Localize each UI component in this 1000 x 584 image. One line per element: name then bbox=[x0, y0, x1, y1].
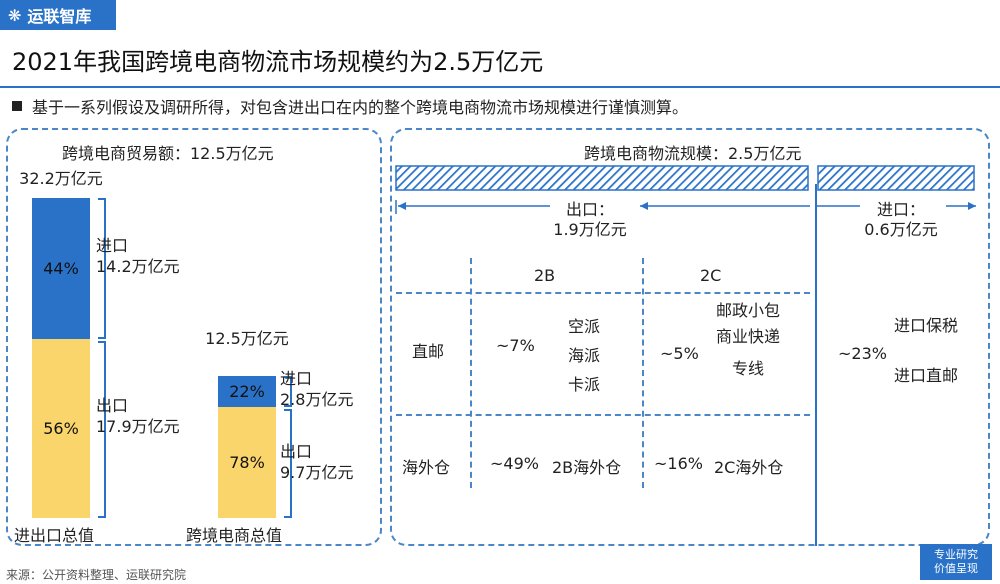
brand-logo: ❋ 运联智库 bbox=[0, 0, 116, 30]
import-mode-bonded: 进口保税 bbox=[894, 316, 959, 335]
import-value: 0.6万亿元 bbox=[864, 220, 938, 239]
trade-panel-title: 跨境电商贸易额：12.5万亿元 bbox=[62, 144, 274, 163]
grid-line-top bbox=[396, 292, 810, 294]
overseas-2b-label: 2B海外仓 bbox=[552, 458, 622, 477]
logistics-panel bbox=[390, 128, 990, 546]
overseas-2c-share: ~16% bbox=[654, 454, 703, 473]
bar-segment-export: 56% bbox=[32, 339, 90, 518]
bracket-export bbox=[284, 409, 292, 518]
export-value: 1.9万亿元 bbox=[553, 220, 627, 239]
intro-text: 基于一系列假设及调研所得，对包含进出口在内的整个跨境电商物流市场规模进行谨慎测算… bbox=[32, 98, 689, 117]
direct-2b-mode: 海派 bbox=[567, 346, 600, 365]
overseas-2c-label: 2C海外仓 bbox=[714, 458, 784, 477]
logistics-title: 跨境电商物流规模：2.5万亿元 bbox=[584, 144, 802, 163]
import-amount-label: 进口 14.2万亿元 bbox=[96, 235, 180, 276]
export-amount-label: 出口 9.7万亿元 bbox=[280, 441, 354, 482]
export-arrow-right-icon bbox=[640, 202, 648, 210]
row-label-direct: 直邮 bbox=[412, 342, 445, 361]
category-label: 跨境电商总值 bbox=[186, 526, 283, 545]
export-amount-label: 出口 17.9万亿元 bbox=[96, 395, 180, 436]
title-divider bbox=[0, 86, 1000, 88]
import-label-block: 进口： 0.6万亿元 bbox=[846, 200, 956, 240]
overseas-2b-share: ~49% bbox=[490, 454, 539, 473]
export-arrow-left-icon bbox=[398, 202, 406, 210]
import-arrow-right-icon bbox=[968, 202, 976, 210]
grid-line-middle bbox=[396, 414, 810, 416]
logistics-scale bbox=[395, 165, 976, 214]
export-label: 出口： bbox=[565, 200, 614, 219]
bar-total-label: 32.2万亿元 bbox=[19, 169, 103, 188]
direct-2c-modes: 邮政小包 商业快递 专线 bbox=[702, 298, 794, 382]
stamp-line: 价值呈现 bbox=[934, 562, 978, 575]
footer-stamp: 专业研究 价值呈现 bbox=[920, 544, 992, 580]
source-note: 来源：公开资料整理、运联研究院 bbox=[6, 568, 187, 582]
row-label-overseas: 海外仓 bbox=[402, 458, 451, 477]
import-label: 进口： bbox=[876, 200, 925, 219]
page-title: 2021年我国跨境电商物流市场规模约为2.5万亿元 bbox=[12, 48, 544, 76]
export-import-divider bbox=[815, 184, 817, 546]
bar-segment-import: 22% bbox=[218, 376, 276, 407]
trade-panel bbox=[6, 128, 382, 546]
direct-2b-modes: 空派 海派 卡派 bbox=[556, 312, 612, 399]
import-hatch-bar bbox=[817, 165, 975, 191]
export-label-block: 出口： 1.9万亿元 bbox=[540, 200, 640, 240]
direct-2c-mode: 邮政小包 bbox=[716, 301, 781, 320]
direct-2c-mode: 商业快递 bbox=[715, 327, 780, 346]
stamp-line: 专业研究 bbox=[934, 548, 978, 561]
direct-2c-share: ~5% bbox=[660, 344, 699, 363]
bullet-square-icon bbox=[12, 101, 22, 111]
bar-segment-export: 78% bbox=[218, 407, 276, 518]
bracket-export bbox=[98, 341, 106, 518]
direct-2b-mode: 空派 bbox=[567, 317, 600, 336]
grid-line-center bbox=[642, 258, 644, 488]
bar-total-label: 12.5万亿元 bbox=[205, 329, 289, 348]
direct-2b-share: ~7% bbox=[496, 336, 535, 355]
category-label: 进出口总值 bbox=[14, 526, 95, 545]
brand-name: 运联智库 bbox=[27, 7, 92, 26]
export-hatch-bar bbox=[395, 165, 809, 191]
direct-2b-mode: 卡派 bbox=[567, 375, 600, 394]
import-amount-label: 进口 2.8万亿元 bbox=[280, 369, 354, 409]
import-mode-direct: 进口直邮 bbox=[894, 366, 959, 385]
bracket-import bbox=[98, 198, 106, 339]
bracket-import bbox=[284, 376, 292, 407]
column-header-2c: 2C bbox=[700, 266, 722, 285]
logo-icon: ❋ bbox=[8, 5, 22, 25]
direct-2c-mode: 专线 bbox=[731, 359, 764, 378]
bar-segment-import: 44% bbox=[32, 198, 90, 339]
grid-line-left bbox=[470, 258, 472, 488]
column-header-2b: 2B bbox=[534, 266, 556, 285]
intro-bullet: 基于一系列假设及调研所得，对包含进出口在内的整个跨境电商物流市场规模进行谨慎测算… bbox=[12, 94, 688, 118]
import-share: ~23% bbox=[838, 344, 887, 363]
